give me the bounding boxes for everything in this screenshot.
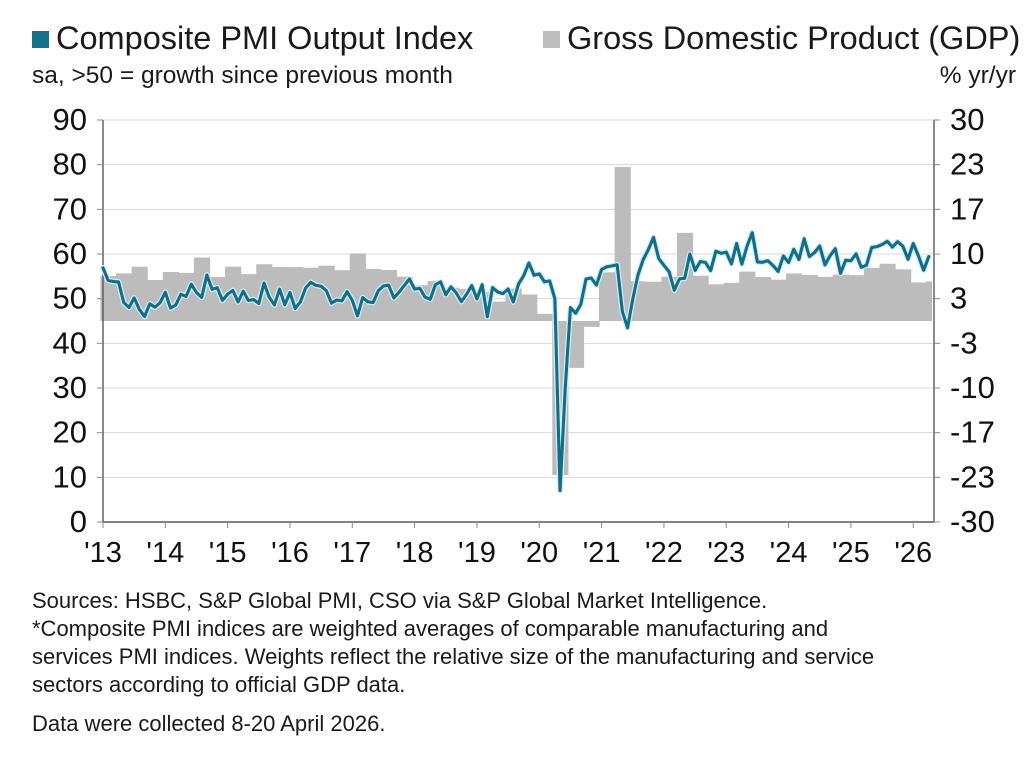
svg-text:-3: -3 [950, 325, 978, 360]
svg-text:30: 30 [53, 370, 87, 405]
svg-text:'19: '19 [458, 537, 496, 569]
svg-text:'15: '15 [209, 537, 247, 569]
svg-text:'26: '26 [894, 537, 932, 569]
svg-text:20: 20 [53, 415, 87, 450]
svg-text:'24: '24 [770, 537, 808, 569]
svg-text:50: 50 [53, 281, 87, 316]
svg-text:'23: '23 [707, 537, 745, 569]
svg-text:10: 10 [53, 459, 87, 494]
svg-text:40: 40 [53, 325, 87, 360]
svg-text:-10: -10 [950, 370, 995, 405]
svg-text:'13: '13 [84, 537, 122, 569]
svg-text:17: 17 [950, 191, 984, 226]
svg-text:-30: -30 [950, 504, 995, 539]
svg-text:'20: '20 [520, 537, 558, 569]
svg-text:'21: '21 [583, 537, 621, 569]
svg-text:23: 23 [950, 147, 984, 182]
svg-text:60: 60 [53, 236, 87, 271]
svg-text:90: 90 [53, 102, 87, 137]
svg-text:'22: '22 [645, 537, 683, 569]
svg-text:30: 30 [950, 102, 984, 137]
svg-text:'18: '18 [396, 537, 434, 569]
svg-text:70: 70 [53, 191, 87, 226]
svg-text:'14: '14 [146, 537, 184, 569]
svg-text:-23: -23 [950, 459, 995, 494]
svg-text:-17: -17 [950, 415, 995, 450]
svg-text:'16: '16 [271, 537, 309, 569]
svg-text:10: 10 [950, 236, 984, 271]
svg-text:0: 0 [70, 504, 87, 539]
svg-text:'25: '25 [832, 537, 870, 569]
svg-text:3: 3 [950, 281, 967, 316]
svg-text:'17: '17 [333, 537, 371, 569]
svg-text:80: 80 [53, 147, 87, 182]
